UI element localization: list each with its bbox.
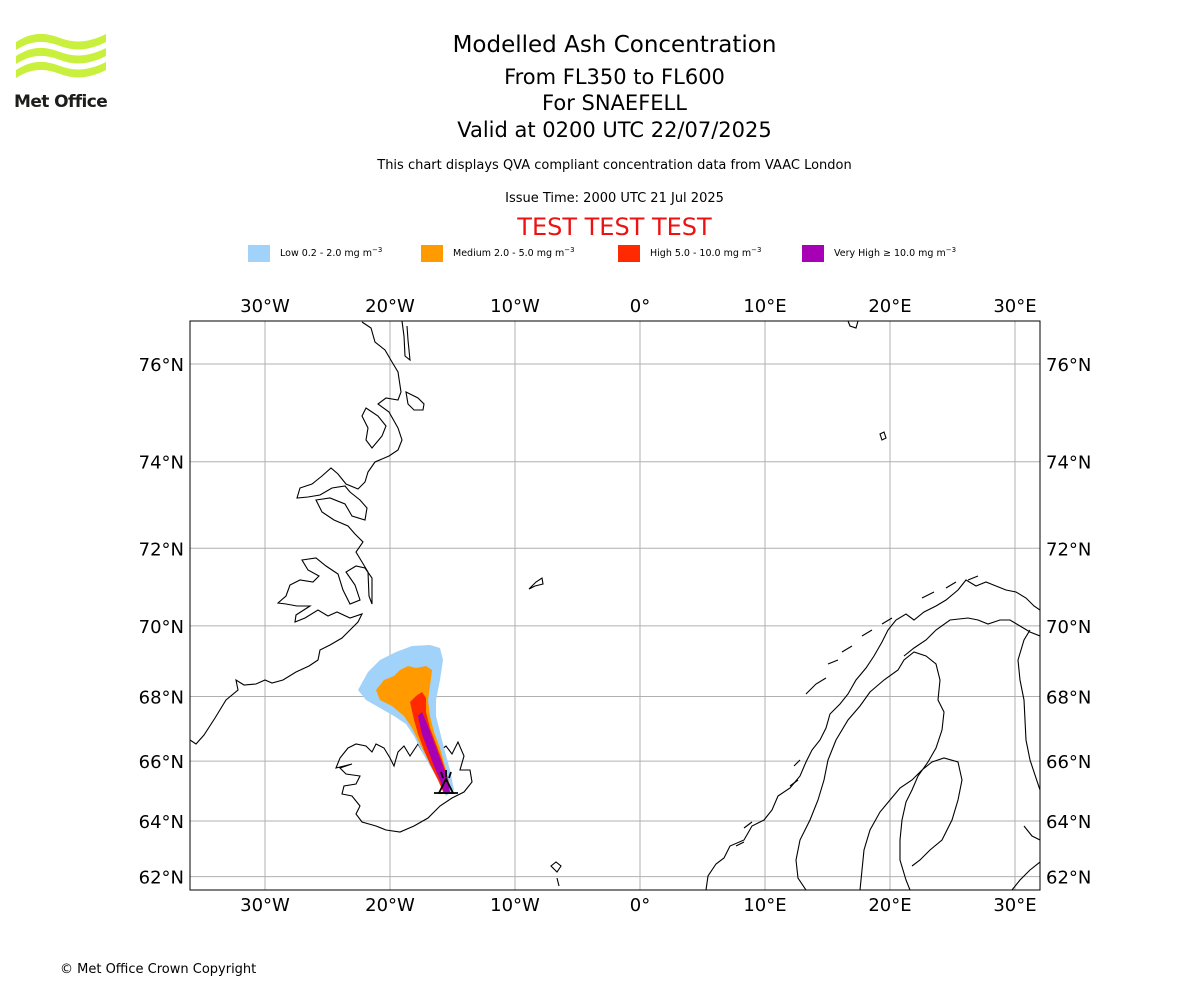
chart-description: This chart displays QVA compliant concen… xyxy=(377,158,852,173)
bear-island-coast xyxy=(879,431,887,441)
legend-swatch-very-high xyxy=(802,244,824,262)
axis-tick-labels: 30°W 30°W 20°W 20°W 10°W 10°W 0° 0° 10°E 10°E 20°E… xyxy=(139,296,1092,916)
lat-tick-label-right: 76°N xyxy=(1046,355,1091,376)
greenland-coast xyxy=(190,321,403,745)
lon-tick-label-top: 30°W xyxy=(240,296,290,317)
volcano-icon xyxy=(434,770,458,794)
scandinavia-coast xyxy=(705,579,1040,890)
lon-tick-label-bottom: 10°W xyxy=(490,895,540,916)
lon-tick-label-top: 10°E xyxy=(743,296,786,317)
lon-tick-label-top: 30°E xyxy=(993,296,1036,317)
legend-label-high: High 5.0 - 10.0 mg m−3 xyxy=(650,246,762,260)
jan-mayen-coast xyxy=(528,577,544,590)
lon-tick-label-bottom: 20°E xyxy=(868,895,911,916)
legend: Low 0.2 - 2.0 mg m−3 Medium 2.0 - 5.0 mg… xyxy=(0,244,1200,264)
lat-tick-label-left: 64°N xyxy=(139,812,184,833)
legend-label-low: Low 0.2 - 2.0 mg m−3 xyxy=(280,246,383,260)
lat-tick-label-left: 76°N xyxy=(139,355,184,376)
lon-tick-label-bottom: 0° xyxy=(630,895,650,916)
lat-tick-label-right: 66°N xyxy=(1046,752,1091,773)
lon-tick-label-top: 10°W xyxy=(490,296,540,317)
greenland-coast-north xyxy=(361,321,425,449)
finland-coast xyxy=(1011,825,1040,890)
met-office-logo: Met Office xyxy=(14,30,108,114)
coastlines xyxy=(190,321,1040,890)
lon-tick-label-bottom: 20°W xyxy=(365,895,415,916)
legend-swatch-high xyxy=(618,244,640,262)
lon-tick-label-top: 20°E xyxy=(868,296,911,317)
legend-swatch-medium xyxy=(421,244,443,262)
lat-tick-label-right: 70°N xyxy=(1046,617,1091,638)
lat-tick-label-left: 70°N xyxy=(139,617,184,638)
legend-item-low: Low 0.2 - 2.0 mg m−3 xyxy=(248,244,382,262)
issue-time: Issue Time: 2000 UTC 21 Jul 2025 xyxy=(505,191,724,206)
lon-tick-label-bottom: 10°E xyxy=(743,895,786,916)
lat-tick-label-left: 74°N xyxy=(139,453,184,474)
lat-tick-label-left: 68°N xyxy=(139,687,184,708)
lat-tick-label-right: 74°N xyxy=(1046,453,1091,474)
lat-tick-label-left: 72°N xyxy=(139,539,184,560)
map-background xyxy=(190,321,1040,890)
scandinavia-borders xyxy=(795,617,1040,890)
lon-tick-label-top: 20°W xyxy=(365,296,415,317)
gridlines xyxy=(190,321,1040,890)
faroe-coast xyxy=(550,861,562,887)
logo-text: Met Office xyxy=(14,92,108,112)
lat-tick-label-left: 62°N xyxy=(139,868,184,889)
lon-tick-label-bottom: 30°E xyxy=(993,895,1036,916)
test-banner: TEST TEST TEST xyxy=(517,213,712,241)
legend-item-high: High 5.0 - 10.0 mg m−3 xyxy=(618,244,762,262)
copyright: © Met Office Crown Copyright xyxy=(60,962,257,977)
map-frame xyxy=(189,320,1041,891)
legend-label-very-high: Very High ≥ 10.0 mg m−3 xyxy=(834,246,957,260)
met-office-wave-logo xyxy=(16,33,106,78)
valid-time: Valid at 0200 UTC 22/07/2025 xyxy=(457,118,772,142)
legend-label-medium: Medium 2.0 - 5.0 mg m−3 xyxy=(453,246,575,260)
svalbard-coast xyxy=(847,321,859,329)
volcano-name: For SNAEFELL xyxy=(542,91,687,115)
chart-title: Modelled Ash Concentration xyxy=(452,32,777,58)
iceland-coast xyxy=(335,740,473,833)
lat-tick-label-right: 62°N xyxy=(1046,868,1091,889)
lon-tick-label-bottom: 30°W xyxy=(240,895,290,916)
lat-tick-label-right: 64°N xyxy=(1046,812,1091,833)
lon-tick-label-top: 0° xyxy=(630,296,650,317)
lat-tick-label-right: 72°N xyxy=(1046,539,1091,560)
legend-swatch-low xyxy=(248,244,270,262)
legend-item-very-high: Very High ≥ 10.0 mg m−3 xyxy=(802,244,956,262)
legend-item-medium: Medium 2.0 - 5.0 mg m−3 xyxy=(421,244,575,262)
flight-levels: From FL350 to FL600 xyxy=(504,65,725,89)
scandinavia-islands xyxy=(735,575,979,847)
lat-tick-label-left: 66°N xyxy=(139,752,184,773)
lat-tick-label-right: 68°N xyxy=(1046,687,1091,708)
